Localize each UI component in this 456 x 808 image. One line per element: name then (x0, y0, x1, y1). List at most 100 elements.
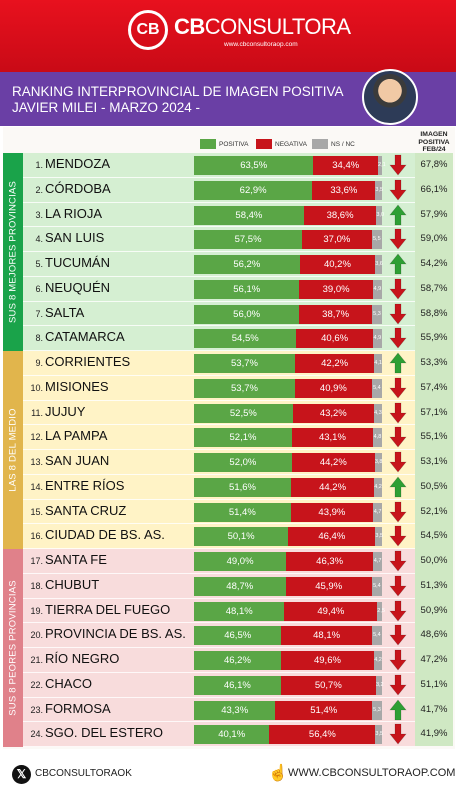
trend-down-arrow-icon (389, 179, 407, 201)
bar-ns: 5,3 (372, 700, 382, 720)
bar-negative: 49,6% (280, 651, 375, 670)
trend-down-arrow-icon (389, 674, 407, 696)
province-name: LA RIOJA (45, 205, 103, 221)
province-name: SAN JUAN (45, 453, 110, 468)
row-separator (23, 647, 415, 648)
province-name: PROVINCIA DE BS. AS. (45, 626, 186, 642)
website-link[interactable]: WWW.CBCONSULTORAOP.COM (288, 767, 456, 779)
bar-label-positive: 62,9% (239, 184, 267, 196)
bar-ns: 4,9 (372, 329, 382, 349)
trend-up-arrow-icon (389, 476, 407, 498)
social-handle[interactable]: CBCONSULTORAOK (35, 768, 132, 779)
bar-positive: 56,2% (194, 255, 300, 274)
bar-negative: 43,1% (291, 428, 373, 448)
bar-label-negative: 43,9% (318, 506, 346, 518)
x-logo-icon[interactable]: 𝕏 (12, 765, 31, 784)
feb-value: 47,2% (420, 654, 448, 665)
table-row: 8. CATAMARCA 54,5% 40,6% 4,9 55,9% (23, 326, 453, 351)
rank-number: 17. (30, 556, 43, 566)
bar-negative: 44,2% (291, 477, 375, 497)
bar-ns: 5,4 (371, 576, 382, 596)
brand-mark: CB (128, 10, 168, 50)
row-separator (23, 671, 415, 673)
bar-negative: 38,6% (303, 205, 377, 225)
bar-label-ns: 4,3 (374, 409, 382, 416)
bar-label-ns: 3,2 (375, 681, 384, 688)
feb-value: 52,1% (420, 505, 448, 517)
bar-label-negative: 40,2% (323, 259, 351, 270)
bar-label-negative: 44,2% (319, 457, 347, 468)
bar-label-positive: 52,5% (229, 407, 257, 419)
bar-label-negative: 49,4% (317, 605, 345, 617)
feb-value: 66,1% (420, 183, 448, 195)
table-row: 17. SANTA FE 49,0% 46,3% 4,7 50,0% (23, 549, 453, 574)
bar-label-negative: 48,1% (313, 630, 341, 642)
trend-down-arrow-icon (389, 327, 407, 349)
table-row: 18. CHUBUT 48,7% 45,9% 5,4 51,3% (23, 574, 453, 599)
header-banner (0, 0, 456, 72)
bar-ns: 5,5 (371, 230, 382, 250)
bar-positive: 48,7% (194, 576, 286, 596)
bar-label-positive: 58,4% (235, 209, 263, 221)
feb-value: 58,8% (420, 307, 448, 319)
bar-label-positive: 48,1% (225, 605, 253, 617)
bar-label-positive: 56,1% (233, 283, 261, 295)
rank-number: 9. (35, 358, 43, 368)
legend-ns: NS / NC (312, 138, 355, 150)
province-name: CÓRDOBA (45, 180, 111, 196)
table-row: 13. SAN JUAN 52,0% 44,2% 3,8 53,1% (23, 450, 453, 475)
feb-value: 57,4% (420, 381, 448, 393)
bar-negative: 38,7% (299, 304, 373, 324)
table-row: 21. RÍO NEGRO 46,2% 49,6% 4,2 47,2% (23, 648, 453, 673)
legend-positive: POSITIVA (200, 138, 249, 150)
bar-label-positive: 53,7% (231, 382, 258, 394)
row-separator (23, 449, 415, 450)
row-separator (23, 424, 415, 426)
bar-negative: 43,2% (292, 403, 374, 423)
trend-down-arrow-icon (389, 600, 407, 621)
bar-negative: 37,0% (302, 230, 372, 250)
province-name: TUCUMÁN (45, 255, 110, 270)
bar-ns: 3,6 (375, 255, 383, 274)
feb-value: 53,1% (420, 456, 448, 467)
trend-down-arrow-icon (389, 278, 407, 300)
bar-label-positive: 40,1% (218, 729, 246, 741)
trend-up-arrow-icon (389, 352, 407, 374)
bar-positive: 52,0% (194, 453, 292, 472)
feb-value: 54,2% (420, 258, 448, 269)
rank-number: 11. (31, 407, 43, 418)
bar-ns: 3,5 (375, 527, 384, 547)
bar-positive: 52,1% (194, 428, 292, 448)
trend-down-arrow-icon (389, 550, 407, 572)
pointing-hand-icon: ☝ (268, 765, 288, 782)
trend-down-arrow-icon (389, 451, 407, 473)
province-name: CHACO (45, 675, 92, 691)
bar-label-ns: 3,5 (375, 533, 384, 540)
bar-negative: 33,6% (312, 180, 376, 200)
brand-name: CBCONSULTORA (174, 14, 351, 39)
bar-label-positive: 63,5% (240, 160, 268, 171)
bar-label-ns: 5,4 (373, 582, 381, 589)
province-name: SGO. DEL ESTERO (45, 725, 163, 741)
province-name: SAN LUIS (45, 230, 105, 246)
feb-value: 54,5% (420, 530, 448, 542)
bar-positive: 63,5% (194, 156, 314, 175)
feb-value: 41,7% (420, 703, 448, 715)
table-row: 10. MISIONES 53,7% 40,9% 5,4 57,4% (23, 376, 453, 401)
table-row: 22. CHACO 46,1% 50,7% 3,2 51,1% (23, 673, 453, 698)
portrait-photo (362, 69, 418, 125)
bar-ns: 4,2 (374, 477, 382, 497)
trend-down-arrow-icon (389, 377, 407, 399)
rank-number: 22. (30, 679, 43, 690)
bar-positive: 57,5% (194, 230, 303, 250)
province-name: SANTA FE (45, 552, 107, 567)
bar-negative: 42,2% (294, 354, 375, 373)
bar-label-ns: 4,8 (373, 434, 382, 441)
row-separator (23, 746, 415, 747)
table-row: 16. CIUDAD DE BS. AS. 50,1% 46,4% 3,5 54,5% (23, 524, 453, 549)
feb-value: 67,8% (420, 159, 448, 170)
bar-positive: 52,5% (194, 403, 293, 423)
bar-label-negative: 38,7% (322, 308, 350, 320)
bar-ns: 2,1 (378, 156, 386, 175)
bar-label-positive: 54,5% (231, 333, 259, 345)
